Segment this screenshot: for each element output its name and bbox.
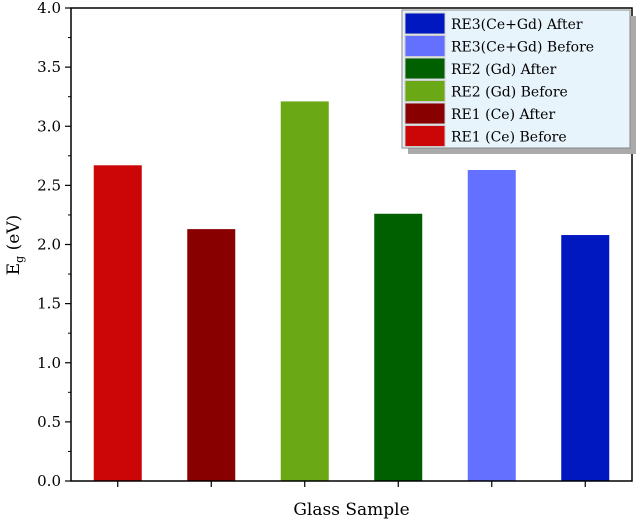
legend-label: RE3(Ce+Gd) Before — [451, 40, 594, 56]
legend-swatch — [404, 12, 446, 35]
legend-swatch — [404, 35, 446, 57]
legend-swatch — [404, 102, 446, 125]
y-tick-label: 1.0 — [37, 354, 61, 372]
y-tick-label: 1.5 — [37, 295, 61, 313]
legend-label: RE2 (Gd) Before — [451, 85, 568, 101]
x-axis-label: Glass Sample — [293, 500, 409, 520]
legend-swatch — [404, 125, 446, 147]
legend-swatch — [404, 80, 446, 102]
bar-4 — [374, 213, 423, 481]
legend-label: RE1 (Ce) Before — [451, 130, 567, 146]
y-axis-label: Eg (eV) — [4, 215, 26, 275]
legend-swatch — [404, 57, 446, 80]
legend-label: RE1 (Ce) After — [451, 107, 555, 123]
y-tick-label: 3.0 — [37, 117, 61, 135]
y-tick-label: 3.5 — [37, 58, 61, 76]
bar-5 — [467, 170, 516, 481]
y-tick-label: 2.0 — [37, 236, 61, 254]
bar-2 — [187, 229, 236, 481]
bar-3 — [280, 101, 329, 481]
y-tick-label: 0.0 — [37, 472, 61, 490]
y-tick-label: 0.5 — [37, 413, 61, 431]
bar-1 — [93, 165, 142, 481]
bar-6 — [561, 235, 610, 481]
y-tick-label: 2.5 — [37, 176, 61, 194]
legend-label: RE3(Ce+Gd) After — [451, 17, 583, 33]
legend-label: RE2 (Gd) After — [451, 62, 557, 78]
y-tick-label: 4.0 — [37, 0, 61, 17]
